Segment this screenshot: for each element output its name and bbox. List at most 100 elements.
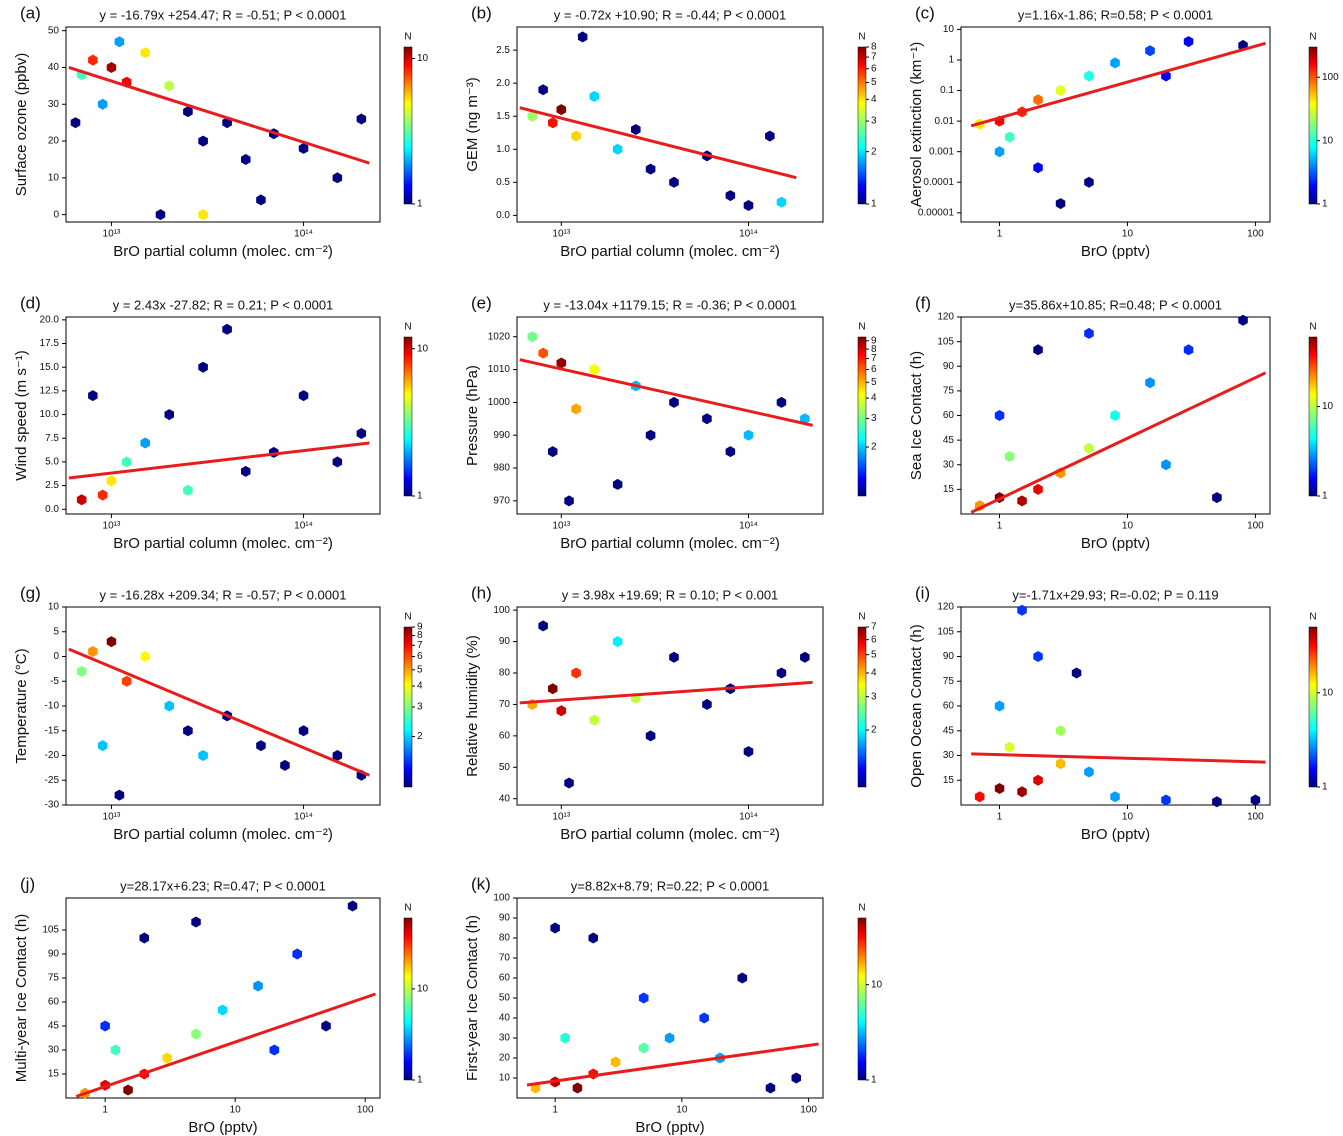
colorbar-tick-label: 3 — [871, 413, 877, 424]
y-axis-label: First-year Ice Contact (h) — [464, 915, 481, 1081]
hexbin-cell — [106, 636, 117, 648]
hexbin-cell — [1084, 766, 1094, 778]
hexbin-cell — [356, 428, 367, 439]
hexbin-cell — [1110, 57, 1120, 69]
hexbin-cell — [1238, 314, 1248, 326]
y-tick-label: 50 — [48, 25, 60, 36]
hexbin-cell — [556, 104, 567, 116]
colorbar — [1308, 336, 1318, 497]
hexbin-cell — [183, 106, 193, 118]
hexbin-cell — [743, 200, 754, 211]
y-tick-label: -30 — [45, 800, 60, 811]
y-tick-label: 2.0 — [496, 78, 510, 89]
hexbin-cell — [1017, 604, 1027, 616]
hexbin-cell — [1055, 725, 1066, 737]
colorbar — [403, 917, 413, 1081]
y-tick-label: 50 — [499, 993, 511, 1004]
hexbin-cell — [645, 730, 656, 742]
hexbin-cell — [183, 725, 193, 737]
y-tick-label: 2.5 — [45, 480, 59, 491]
hexbin-cell — [269, 1044, 280, 1056]
colorbar-tick-label: 2 — [871, 146, 877, 157]
plot-frame — [960, 26, 1271, 223]
y-tick-label: 70 — [499, 699, 511, 710]
x-tick-label: 10 — [1122, 521, 1134, 532]
hexbin-cell — [1055, 85, 1066, 96]
colorbar-tick-label: 8 — [417, 630, 423, 641]
hexbin-cell — [356, 113, 367, 125]
colorbar-tick-label: 10 — [417, 984, 429, 995]
hexbin-cell — [702, 698, 712, 710]
colorbar-tick-label: 2 — [871, 442, 877, 453]
y-tick-label: 15 — [48, 1069, 60, 1080]
x-axis-label: BrO (pptv) — [1081, 826, 1150, 843]
y-tick-label: 0.0 — [496, 210, 510, 221]
colorbar-tick-label: 7 — [871, 353, 877, 364]
hexbin-cell — [702, 413, 712, 425]
colorbar-tick-label: 8 — [871, 42, 877, 53]
hexbin-cell — [114, 789, 125, 801]
colorbar-tick-label: 4 — [871, 668, 877, 679]
hexbin-cell — [994, 783, 1005, 794]
colorbar — [857, 46, 867, 205]
hexbin-cell — [1033, 483, 1043, 495]
hexbin-cell — [631, 124, 641, 135]
hexbin-cell — [155, 209, 166, 221]
hexbin-cell — [1212, 796, 1222, 808]
y-tick-label: 1000 — [488, 397, 511, 408]
plot-frame — [516, 897, 824, 1099]
hexbin-cell — [548, 683, 558, 695]
x-tick-label: 100 — [1247, 812, 1264, 823]
hexbin-cell — [571, 667, 581, 679]
y-tick-label: 10 — [499, 1073, 511, 1084]
y-tick-label: 60 — [943, 410, 955, 421]
hexbin-cell — [1055, 198, 1066, 210]
hexbin-cell — [110, 1044, 121, 1056]
colorbar-tick-label: 1 — [1322, 782, 1328, 793]
hexbin-cell — [1017, 495, 1027, 507]
panel-title: y = -0.72x +10.90; R = -0.44; P < 0.0001 — [554, 7, 786, 22]
x-tick-label: 10¹⁴ — [294, 229, 313, 240]
hexbin-cell — [198, 361, 208, 373]
y-axis-label: Relative humidity (%) — [464, 635, 481, 777]
hexbin-cell — [664, 1032, 675, 1044]
panel-label: (i) — [915, 583, 930, 602]
panel-title: y=-1.71x+29.93; R=-0.02; P = 0.119 — [1012, 587, 1218, 602]
x-tick-label: 10¹⁴ — [739, 521, 758, 532]
colorbar-tick-label: 9 — [417, 622, 423, 633]
hexbin-cell — [253, 980, 263, 992]
hexbin-cell — [548, 117, 558, 129]
y-tick-label: 105 — [937, 626, 954, 637]
x-tick-label: 1 — [997, 229, 1003, 240]
hexbin-cell — [139, 932, 149, 944]
y-tick-label: -20 — [45, 750, 60, 761]
x-tick-label: 100 — [1247, 229, 1264, 240]
hexbin-cell — [1110, 410, 1120, 421]
colorbar-label: N — [858, 32, 865, 43]
hexbin-cell — [699, 1012, 709, 1024]
fit-line — [971, 752, 1266, 764]
panel: (c) y=1.16x-1.86; R=0.58; P < 0.0001 BrO (… — [908, 3, 1339, 259]
hexbin-cell — [332, 750, 343, 761]
y-tick-label: 60 — [48, 997, 60, 1008]
colorbar-tick-label: 1 — [417, 1075, 423, 1086]
hexbin-cell — [638, 992, 649, 1004]
plot-frame — [516, 26, 824, 223]
hexbin-cell — [589, 364, 599, 375]
hexbin-cell — [564, 777, 574, 789]
colorbar-tick-label: 4 — [417, 681, 423, 692]
colorbar-label: N — [858, 612, 865, 623]
colorbar-tick-label: 7 — [871, 622, 877, 633]
colorbar — [857, 336, 867, 497]
panel: (h) y = 3.98x +19.69; R = 0.10; P < 0.001… — [464, 583, 877, 842]
fit-line — [75, 992, 376, 1098]
panel-label: (h) — [471, 583, 492, 602]
y-tick-label: 80 — [499, 933, 511, 944]
x-tick-label: 10¹³ — [552, 229, 570, 240]
hexbin-cell — [1055, 758, 1066, 770]
x-axis-label: BrO partial column (molec. cm⁻²) — [113, 535, 333, 552]
colorbar-tick-label: 1 — [1322, 199, 1328, 210]
x-axis-label: BrO partial column (molec. cm⁻²) — [113, 243, 333, 260]
colorbar-tick-label: 2 — [417, 731, 423, 742]
